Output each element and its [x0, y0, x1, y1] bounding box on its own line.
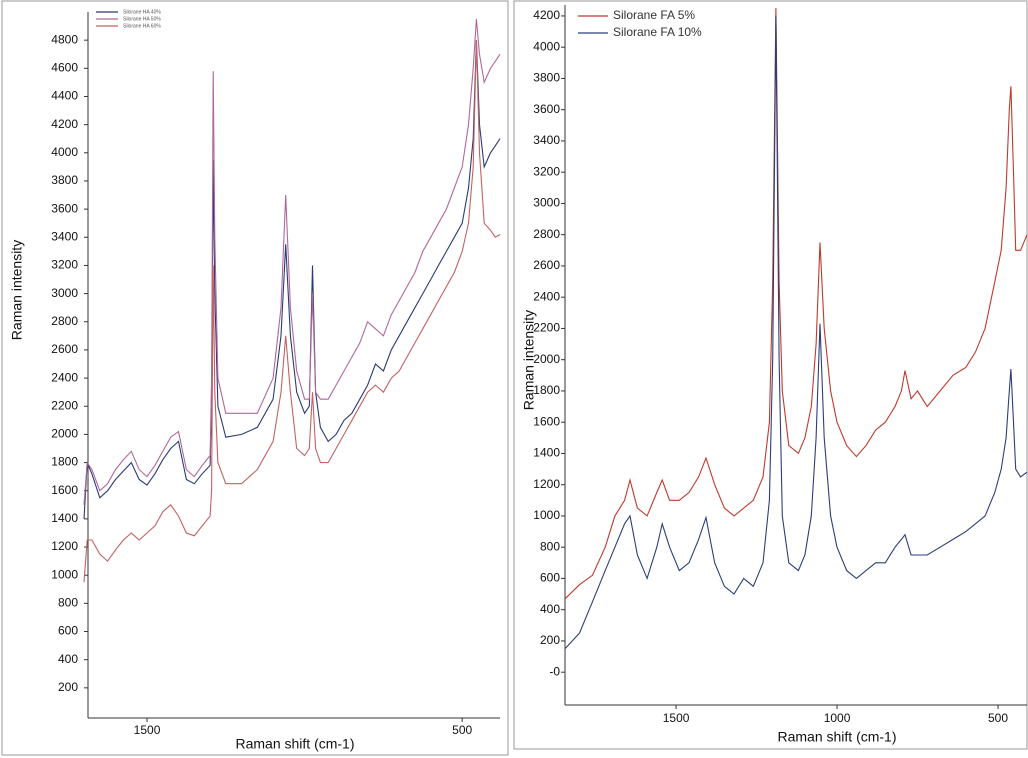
y-tick-label: 1000 [51, 567, 78, 581]
x-tick-label: 500 [452, 723, 472, 737]
y-tick-label: 4800 [51, 32, 78, 46]
spectrum-line [83, 18, 501, 505]
y-tick-label: 3000 [51, 286, 78, 300]
spectrum-line [564, 8, 1028, 600]
y-tick-label: 600 [540, 571, 560, 585]
legend-label: Silorane HA 60% [123, 23, 161, 29]
y-tick-label: 3600 [51, 201, 78, 215]
y-axis-label: Raman intensity [9, 240, 25, 340]
y-tick-label: 1600 [51, 483, 78, 497]
y-tick-label: 3800 [533, 71, 560, 85]
legend-label: Silorane FA 10% [613, 25, 702, 39]
y-tick-label: 2200 [533, 321, 560, 335]
y-tick-label: 3000 [533, 196, 560, 210]
y-tick-label: 4200 [533, 8, 560, 22]
x-axis-label: Raman shift (cm-1) [235, 736, 354, 752]
y-axis-label: Raman intensity [521, 310, 537, 410]
y-tick-label: 3200 [533, 164, 560, 178]
legend-label: Silorane HA 50% [123, 16, 161, 22]
y-tick-label: 2800 [533, 227, 560, 241]
y-tick-label: 2000 [533, 352, 560, 366]
y-tick-label: 3400 [51, 229, 78, 243]
y-tick-label: 3400 [533, 133, 560, 147]
y-tick-label: 4000 [51, 145, 78, 159]
y-tick-label: 400 [58, 652, 78, 666]
y-tick-label: 4000 [533, 39, 560, 53]
y-tick-label: 1800 [533, 383, 560, 397]
x-axis-label: Raman shift (cm-1) [777, 729, 896, 745]
y-tick-label: 1800 [51, 455, 78, 469]
spectrum-line [564, 15, 1028, 650]
y-tick-label: 200 [540, 633, 560, 647]
y-tick-label: 2600 [533, 258, 560, 272]
legend-label: Silorane HA 40% [123, 9, 161, 15]
y-tick-label: -0 [549, 664, 560, 678]
y-tick-label: 2400 [51, 370, 78, 384]
y-tick-label: 3800 [51, 173, 78, 187]
y-tick-label: 4600 [51, 60, 78, 74]
y-tick-label: 2000 [51, 427, 78, 441]
y-tick-label: 4200 [51, 117, 78, 131]
legend-label: Silorane FA 5% [613, 8, 695, 22]
spectrum-line [83, 40, 501, 583]
x-tick-label: 1000 [824, 711, 851, 725]
y-tick-label: 4400 [51, 89, 78, 103]
y-tick-label: 3200 [51, 258, 78, 272]
x-tick-label: 1500 [134, 723, 161, 737]
y-tick-label: 1400 [51, 511, 78, 525]
y-tick-label: 800 [58, 596, 78, 610]
y-tick-label: 1600 [533, 414, 560, 428]
y-tick-label: 600 [58, 624, 78, 638]
y-tick-label: 2400 [533, 289, 560, 303]
y-tick-label: 400 [540, 602, 560, 616]
y-tick-label: 1400 [533, 446, 560, 460]
y-tick-label: 3600 [533, 102, 560, 116]
y-tick-label: 1000 [533, 508, 560, 522]
x-tick-label: 500 [988, 711, 1008, 725]
y-tick-label: 2800 [51, 314, 78, 328]
y-tick-label: 1200 [533, 477, 560, 491]
x-tick-label: 1500 [663, 711, 690, 725]
y-tick-label: 800 [540, 539, 560, 553]
y-tick-label: 2200 [51, 398, 78, 412]
y-tick-label: 1200 [51, 539, 78, 553]
y-tick-label: 200 [58, 680, 78, 694]
y-tick-label: 2600 [51, 342, 78, 356]
spectrum-line [83, 40, 501, 519]
